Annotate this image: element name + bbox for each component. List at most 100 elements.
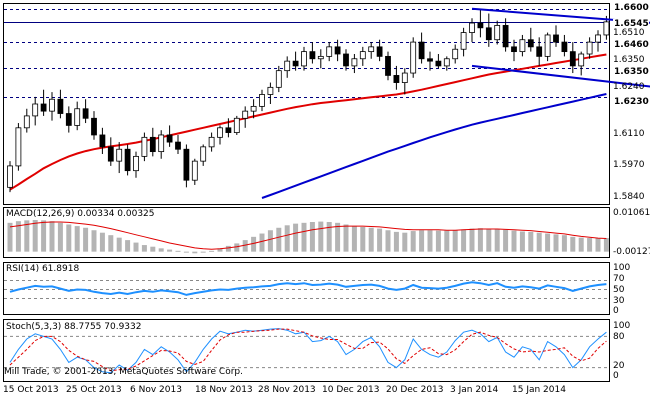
macd-bar [587, 238, 593, 252]
trend-line [471, 64, 650, 88]
candle-body [91, 117, 97, 136]
rsi-label: RSI(14) 61.8918 [5, 264, 81, 275]
candle-body [292, 60, 299, 67]
stoch-pane-frame [3, 319, 610, 382]
macd-bar [91, 230, 97, 252]
candle-body [435, 60, 442, 67]
candle-body [418, 41, 425, 60]
candle-body [326, 46, 333, 57]
candle-body [15, 127, 22, 167]
candle-body [334, 46, 341, 55]
macd-bar [209, 250, 215, 252]
rsi-axis-tick: 30 [613, 296, 625, 306]
candle-body [309, 51, 316, 60]
macd-axis-min: -0.00127 [613, 247, 650, 257]
candle-body [275, 70, 282, 88]
date-tick: 10 Dec 2013 [322, 385, 380, 395]
macd-bar [503, 229, 509, 252]
candle-body [175, 141, 181, 150]
macd-bar [511, 230, 517, 252]
macd-bar [561, 235, 567, 252]
macd-bar [309, 222, 315, 252]
candle-body [443, 58, 450, 67]
macd-bar [234, 243, 240, 252]
level-tag-4: 1.6230 [613, 97, 649, 108]
rsi-axis-tick: 0 [613, 306, 619, 316]
macd-bar [225, 245, 231, 252]
macd-bar [99, 232, 105, 252]
candle-body [519, 39, 526, 53]
trend-line [471, 7, 650, 24]
candle-body [427, 58, 433, 62]
macd-bar [24, 220, 30, 252]
stoch-axis-tick: 100 [613, 321, 631, 331]
candle-body [603, 21, 610, 36]
candle-body [124, 148, 131, 172]
macd-bar [183, 251, 189, 253]
date-tick: 15 Oct 2013 [3, 385, 59, 395]
macd-bar [32, 219, 38, 252]
rsi-axis-tick: 50 [613, 285, 625, 295]
macd-bar [335, 222, 341, 252]
rsi-pane[interactable] [4, 280, 610, 299]
macd-axis-max: 0.01061 [613, 208, 650, 218]
candle-body [23, 115, 30, 129]
moving-average-red [9, 53, 607, 191]
candle-body [225, 127, 232, 133]
rsi-axis-tick: 70 [613, 274, 625, 284]
stoch-pane[interactable] [4, 328, 610, 374]
candle-body [368, 46, 375, 53]
price-pane[interactable] [4, 7, 650, 199]
macd-bar [167, 249, 173, 252]
candle-body [99, 134, 106, 148]
macd-bar [545, 233, 551, 252]
candle-body [158, 134, 165, 153]
candle-body [65, 113, 72, 126]
candle-body [359, 51, 366, 60]
macd-bar [217, 248, 223, 252]
stoch-axis-tick: 20 [613, 361, 625, 371]
macd-bar [595, 238, 601, 252]
copyright-text: Mill Trade, © 2001-2013, MetaQuotes Soft… [4, 367, 243, 377]
candle-body [469, 22, 475, 33]
candle-body [527, 39, 534, 48]
price-tick: 1.5970 [613, 160, 645, 170]
candle-body [376, 46, 383, 57]
macd-signal-line [9, 221, 607, 250]
level-tag-1: 1.6600 [613, 3, 649, 14]
macd-bar [452, 230, 458, 252]
candle-body [149, 136, 156, 153]
macd-bar [486, 228, 492, 252]
macd-bar [200, 251, 206, 253]
candle-body [74, 108, 81, 126]
candle-body [166, 134, 173, 143]
macd-pane[interactable] [7, 219, 609, 254]
macd-bar [318, 221, 324, 252]
date-tick: 20 Dec 2013 [386, 385, 444, 395]
macd-bar [343, 224, 349, 252]
candle-body [511, 46, 517, 53]
macd-bar [360, 226, 366, 252]
candle-body [284, 60, 291, 72]
macd-bar [293, 223, 299, 252]
macd-bar [419, 230, 425, 252]
price-pane-frame [3, 3, 610, 205]
price-tick: 1.6350 [613, 55, 645, 65]
macd-bar [519, 231, 525, 252]
macd-bar [494, 229, 500, 252]
candle-body [401, 72, 408, 83]
candle-body [208, 136, 215, 148]
candle-body [57, 98, 64, 114]
macd-bar [192, 251, 198, 254]
macd-bar [528, 231, 534, 252]
moving-average-blue [261, 93, 607, 199]
candle-body [494, 25, 501, 41]
date-tick: 28 Nov 2013 [258, 385, 316, 395]
macd-bar [570, 236, 576, 252]
level-tag-3: 1.6350 [613, 67, 649, 78]
macd-bar [175, 250, 181, 252]
macd-bar [410, 231, 416, 252]
candle-body [595, 34, 601, 43]
stoch-signal-line [9, 328, 607, 372]
